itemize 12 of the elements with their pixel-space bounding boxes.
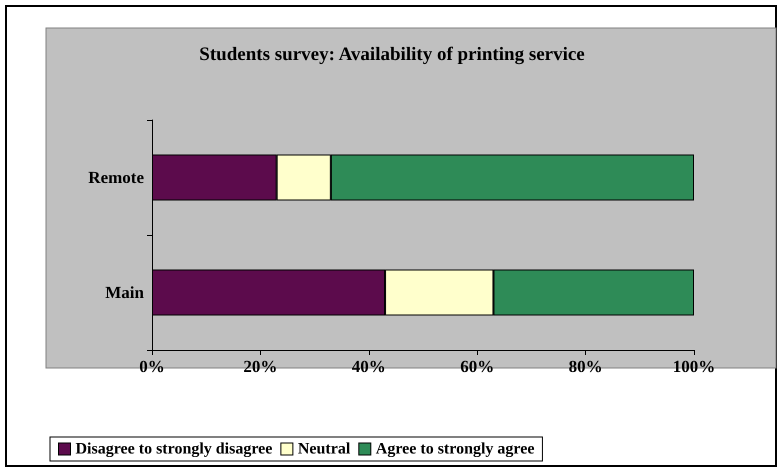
chart-title: Students survey: Availability of printing service bbox=[199, 44, 585, 65]
x-tick-label: 20% bbox=[243, 357, 278, 376]
x-tick-label: 100% bbox=[672, 357, 716, 376]
x-tick-label: 40% bbox=[352, 357, 386, 376]
x-tick-label: 60% bbox=[460, 357, 494, 376]
y-tick-label: Main bbox=[105, 283, 145, 302]
x-tick-label: 80% bbox=[568, 357, 603, 376]
y-tick-label: Remote bbox=[88, 168, 144, 187]
legend-label: Disagree to strongly disagree bbox=[76, 440, 272, 458]
legend-label: Agree to strongly agree bbox=[376, 440, 534, 458]
legend-label: Neutral bbox=[298, 440, 351, 458]
x-tick-label: 0% bbox=[139, 357, 165, 376]
